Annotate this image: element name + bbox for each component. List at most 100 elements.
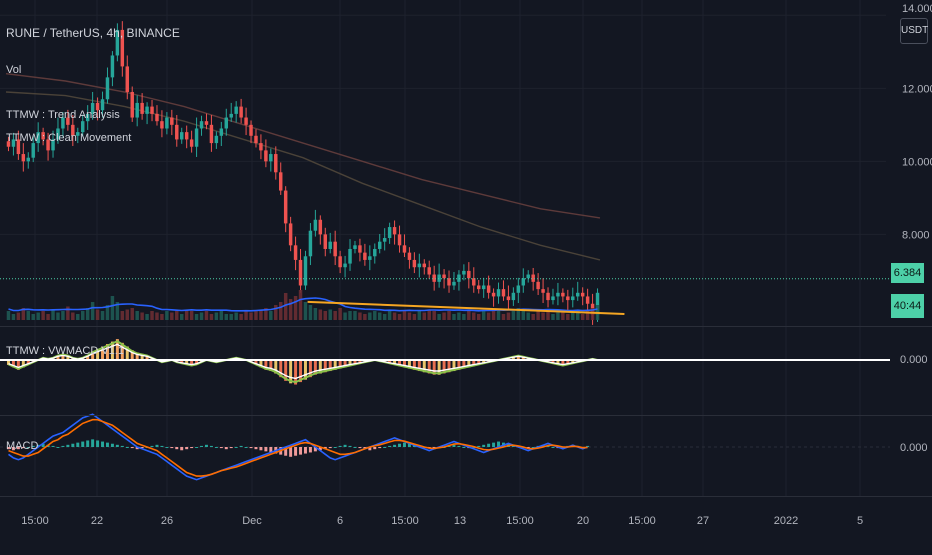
volume-bar [56,312,60,320]
moving-average-lines [5,73,601,261]
indicator-vwmacd-label[interactable]: TTMW : VWMACD V1.1 [6,345,124,357]
macd-histogram-bar [407,443,411,447]
volume-bar [313,308,318,320]
candle-body [199,121,204,129]
bar-countdown-tag: 40:44 [891,294,924,318]
volume-bar [249,312,253,320]
candle-body [432,274,436,282]
candle-body [447,278,451,286]
vwmacd-histogram-bar [115,339,119,360]
volume-bar [556,312,560,320]
candle-body [145,106,149,114]
macd-histogram-bar [115,444,119,447]
volume-bar [575,311,580,320]
candle-body [585,296,590,304]
currency-badge[interactable]: USDT [900,18,928,44]
candle-body [298,259,303,286]
candle-body [26,157,31,162]
vwmacd-histogram-bar [140,353,144,360]
volume-bar [447,311,451,320]
volume-bar [417,311,422,320]
volume-bar [46,314,50,320]
macd-histogram-bar [313,447,317,452]
candle-body [467,270,471,279]
candle-body [100,99,105,111]
candle-body [170,117,174,125]
macd-histogram-bar [452,444,456,447]
macd-histogram-bar [368,447,372,451]
candle-body [184,132,189,140]
macd-histogram-bar [383,447,387,448]
macd-histogram-bar [284,447,288,456]
volume-bar [501,314,506,320]
time-tick-label: 27 [697,515,709,527]
macd-histogram-bar [204,444,208,447]
volume-bar [467,311,471,320]
time-tick-label: 15:00 [628,515,656,527]
volume-bar [85,308,90,320]
indicator-macd-label[interactable]: MACD [6,440,39,452]
trendline-drawing[interactable] [307,300,625,315]
indicator-clean-movement-label[interactable]: TTMW : Clean Movement [6,132,132,144]
volume-bar [259,309,263,320]
candle-body [214,135,219,144]
macd-histogram-bar [110,443,114,447]
vwmacd-histogram-bar [190,360,194,367]
candle-body [571,296,575,301]
pane-separator-1[interactable] [0,326,932,327]
volume-bar [120,311,125,320]
candle-body [239,106,243,118]
time-axis-ticks[interactable]: 15:00 22 26 Dec 6 15:00 13 15:00 20 15:00 27 2022 5 [21,515,863,527]
volume-bar [204,311,209,320]
candle-body [85,113,90,122]
volume-bar [175,311,179,320]
vwmacd-histogram-bar [101,346,105,360]
candle-body [278,172,283,191]
vwmacd-histogram-bar [432,360,436,375]
volume-bar [506,312,511,320]
pane-separator-2[interactable] [0,415,932,416]
volume-bar [491,309,496,320]
macd-histogram-bar [328,447,332,449]
macd-histogram-bar [81,441,85,447]
macd-histogram-bar [348,445,352,447]
vwmacd-histogram-bar [289,360,293,384]
volume-bar [184,309,189,320]
volume-bar [590,308,595,320]
vwmacd-histogram-bar [56,355,60,360]
macd-histogram-bar [229,447,233,449]
candle-body [333,241,337,257]
macd-histogram-bar [477,445,481,447]
price-scale-ticks[interactable]: 14.000 12.000 10.000 8.000 [902,3,932,241]
macd-histogram-bar [105,442,109,447]
volume-bar [283,293,288,320]
vwmacd-histogram-bar [318,360,322,374]
vwmacd-histogram-bar [195,360,199,365]
indicator-vol-label[interactable]: Vol [6,64,22,76]
candle-body [536,281,540,290]
macd-histogram-bar [76,442,80,447]
candle-body [21,154,26,162]
vwmacd-histogram-bar [457,360,461,370]
volume-bar [115,302,120,320]
volume-bar [397,314,402,320]
volume-bar [338,308,342,320]
volume-bar [457,312,461,320]
indicator-trend-analysis-label[interactable]: TTMW : Trend Analysis [6,109,120,121]
vwmacd-histogram-bar [516,355,520,360]
vwmacd-histogram-bar [303,360,307,380]
volume-bar [452,314,456,320]
candle-body [90,102,95,114]
volume-bar [269,311,273,320]
grid-lines [0,0,886,496]
volume-bar [31,314,35,320]
volume-bar [170,312,174,320]
volume-bar [551,314,555,320]
macd-histogram-bar [160,445,164,447]
vwmacd-histogram-bar [274,360,278,374]
volume-bar [288,299,293,320]
volume-bar [432,311,436,320]
symbol-title[interactable]: RUNE / TetherUS, 4h, BINANCE [6,26,180,40]
